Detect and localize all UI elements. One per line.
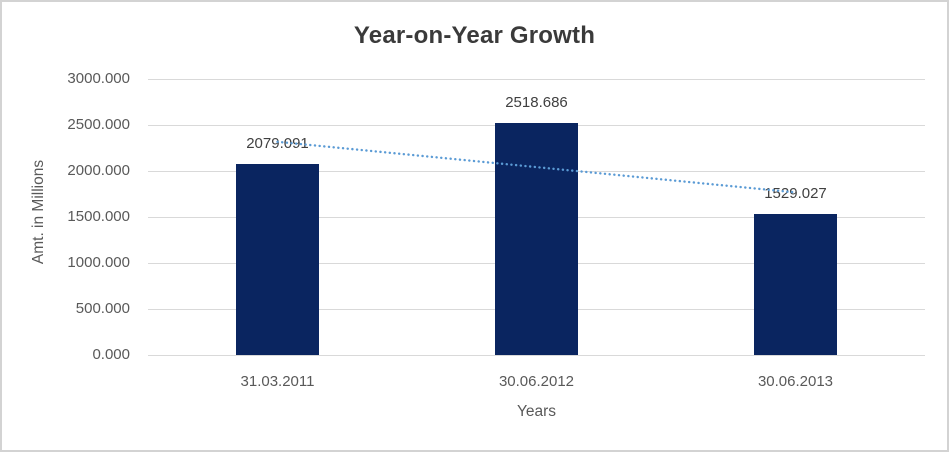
y-tick-label: 2000.000: [67, 162, 130, 179]
chart-title: Year-on-Year Growth: [353, 22, 596, 49]
x-tick-label: 30.06.2013: [757, 373, 834, 390]
y-tick-label: 3000.000: [67, 70, 130, 87]
y-tick-label: 1500.000: [67, 208, 130, 225]
bar-31.03.2011[interactable]: [236, 163, 319, 355]
x-axis-title: Years: [516, 403, 557, 420]
bar-data-label: 2518.686: [505, 94, 568, 112]
trendline[interactable]: [148, 79, 925, 355]
gridline: [148, 354, 925, 356]
y-tick-label: 500.000: [75, 300, 130, 317]
trendline-path[interactable]: [276, 140, 797, 194]
bar-30.06.2012[interactable]: [495, 123, 578, 355]
bar-30.06.2013[interactable]: [754, 214, 837, 355]
x-axis-tick-labels: 31.03.2011 30.06.2012 30.06.2013: [148, 372, 925, 392]
y-tick-label: 2500.000: [67, 116, 130, 133]
y-tick-label: 0.000: [92, 346, 130, 363]
bar-data-label: 2079.091: [246, 134, 309, 152]
gridline: [148, 78, 925, 80]
plot-area: 2079.091 2518.686 1529.027: [148, 78, 925, 356]
x-tick-label: 31.03.2011: [240, 373, 315, 390]
x-tick-label: 30.06.2012: [498, 373, 575, 390]
bar-data-label: 1529.027: [764, 185, 827, 203]
y-tick-label: 1000.000: [67, 254, 130, 271]
